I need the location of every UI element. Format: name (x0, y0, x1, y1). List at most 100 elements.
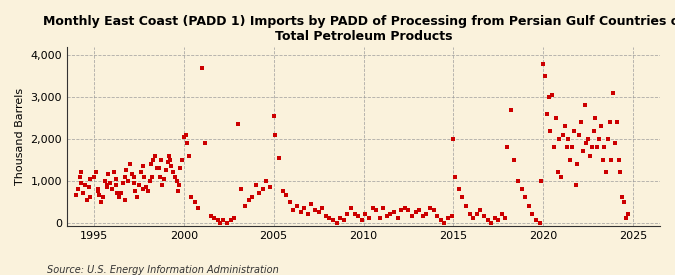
Point (99, 178, 110, 183)
Point (385, 212, 396, 216)
Point (205, 214, 216, 218)
Point (130, 189, 140, 193)
Point (539, 74, 550, 78)
Point (523, 204, 534, 208)
Point (268, 114, 279, 118)
Point (302, 212, 313, 216)
Point (389, 210, 400, 214)
Point (74, 174, 85, 179)
Point (121, 168, 132, 172)
Point (321, 214, 331, 218)
Point (464, 212, 475, 216)
Point (221, 220, 232, 225)
Point (471, 212, 482, 216)
Point (595, 124, 606, 129)
Point (497, 212, 508, 216)
Point (261, 178, 272, 183)
Point (587, 145, 597, 150)
Point (83, 185, 94, 189)
Point (512, 178, 523, 183)
Point (147, 174, 158, 179)
Point (615, 170, 626, 175)
Point (421, 212, 432, 216)
Point (295, 210, 306, 214)
Point (509, 158, 520, 162)
Point (159, 177, 169, 181)
Point (620, 216, 631, 221)
Point (85, 177, 96, 181)
Point (254, 191, 265, 196)
Point (400, 206, 410, 210)
Point (182, 141, 193, 145)
Point (622, 212, 633, 216)
Point (550, 116, 561, 120)
Point (128, 181, 139, 185)
Point (543, 95, 554, 99)
Point (243, 197, 254, 202)
Point (547, 93, 558, 97)
Point (111, 177, 122, 181)
Point (590, 116, 601, 120)
Point (410, 210, 421, 214)
Point (604, 120, 615, 124)
Point (593, 137, 604, 141)
Point (425, 206, 435, 210)
Point (554, 137, 565, 141)
Point (534, 220, 545, 225)
Point (568, 128, 579, 133)
Point (531, 218, 541, 223)
Point (577, 149, 588, 154)
Point (306, 202, 317, 206)
Point (153, 166, 164, 170)
Point (310, 208, 321, 212)
Point (342, 212, 353, 216)
Point (527, 212, 538, 216)
Point (162, 160, 173, 164)
Point (406, 214, 417, 218)
Point (112, 191, 123, 196)
Point (335, 216, 346, 221)
Point (114, 195, 125, 200)
Point (124, 162, 135, 166)
Point (317, 206, 327, 210)
Point (155, 174, 166, 179)
Point (371, 208, 381, 212)
Point (346, 206, 356, 210)
Point (123, 178, 134, 183)
Point (96, 199, 107, 204)
Point (538, 62, 549, 66)
Point (560, 124, 570, 129)
Point (265, 185, 275, 189)
Point (417, 214, 428, 218)
Point (572, 162, 583, 166)
Point (129, 174, 140, 179)
Point (120, 197, 131, 202)
Point (506, 108, 516, 112)
Point (209, 216, 220, 221)
Point (175, 166, 186, 170)
Point (135, 170, 146, 175)
Point (324, 216, 335, 221)
Point (565, 158, 576, 162)
Point (148, 158, 159, 162)
Point (151, 166, 162, 170)
Point (117, 181, 128, 185)
Point (218, 218, 229, 223)
Point (558, 133, 568, 137)
Point (166, 164, 177, 168)
Point (180, 133, 191, 137)
Point (132, 195, 142, 200)
Point (213, 218, 223, 223)
Point (292, 204, 302, 208)
Point (549, 145, 560, 150)
Point (90, 170, 101, 175)
Point (82, 197, 92, 202)
Point (189, 199, 200, 204)
Y-axis label: Thousand Barrels: Thousand Barrels (15, 88, 25, 185)
Point (338, 218, 349, 223)
Point (502, 145, 513, 150)
Point (608, 91, 619, 95)
Point (75, 170, 86, 175)
Point (80, 183, 90, 187)
Point (119, 174, 130, 179)
